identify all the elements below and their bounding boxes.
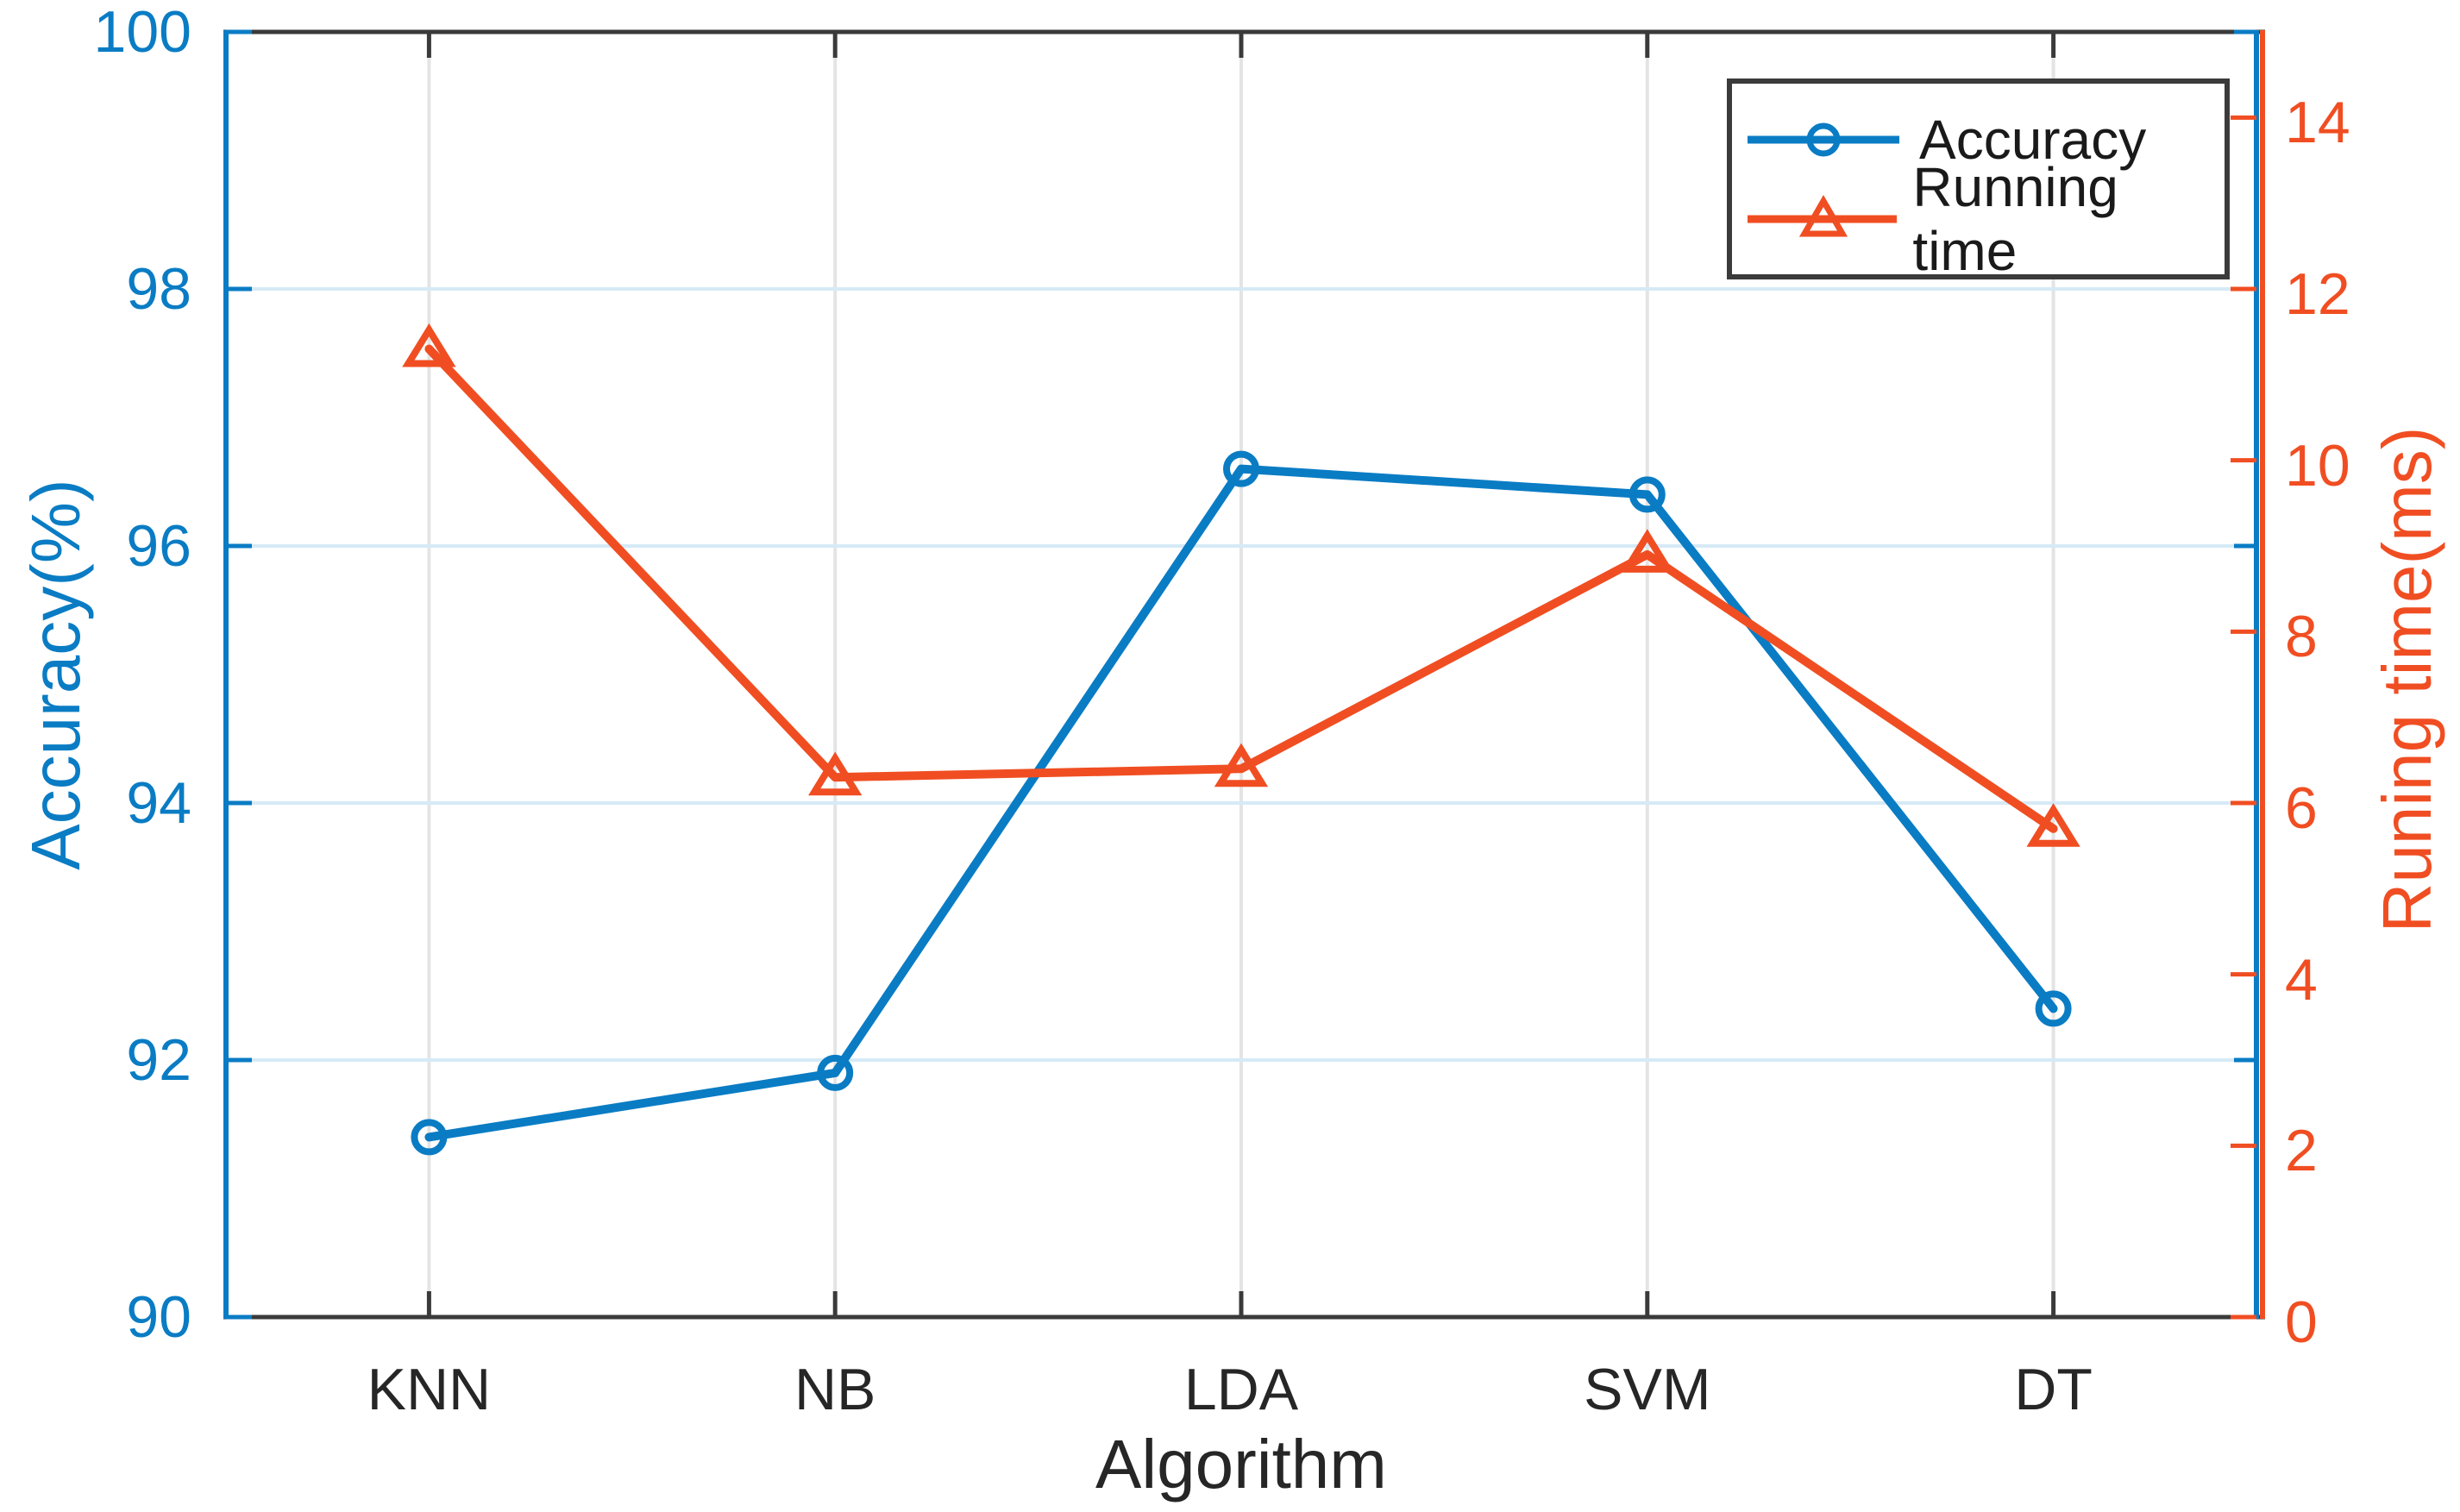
- accuracy-marker-KNN: [411, 1119, 448, 1156]
- legend-entry-accuracy: Accuracy: [1744, 105, 2225, 174]
- left-y-axis-label: Accuracy(%): [17, 479, 94, 870]
- x-axis-label: Algorithm: [1095, 1426, 1387, 1503]
- left-tick-label-94: 94: [126, 770, 191, 836]
- right-tick-label-6: 6: [2285, 775, 2318, 841]
- running-time-marker-SVM: [1620, 529, 1674, 573]
- accuracy-marker-DT: [2035, 990, 2072, 1027]
- legend-triangle-marker-icon: [1748, 194, 1898, 236]
- running-time-marker-KNN: [402, 323, 456, 367]
- left-tick-label-100: 100: [93, 0, 191, 65]
- running-time-line: [424, 344, 2058, 833]
- right-tick-label-0: 0: [2285, 1289, 2318, 1355]
- right-tick-label-2: 2: [2285, 1118, 2318, 1184]
- legend-circle-marker-icon: [1748, 122, 1899, 156]
- left-tick-label-98: 98: [126, 256, 191, 322]
- legend-label: Running time: [1912, 155, 2118, 282]
- running-time-marker-DT: [2026, 803, 2080, 847]
- running-time-marker-NB: [808, 751, 863, 796]
- left-tick-label-90: 90: [126, 1284, 191, 1350]
- left-tick-label-96: 96: [126, 513, 191, 579]
- x-tick-label-NB: NB: [794, 1357, 876, 1422]
- accuracy-line: [424, 464, 2058, 1142]
- right-y-axis-label: Runing time(ms): [2369, 426, 2445, 933]
- right-tick-label-4: 4: [2285, 946, 2318, 1013]
- accuracy-marker-SVM: [1628, 476, 1666, 513]
- x-tick-label-KNN: KNN: [367, 1357, 492, 1422]
- x-tick-label-DT: DT: [2014, 1357, 2093, 1422]
- legend-label: Accuracy: [1919, 108, 2147, 171]
- accuracy-marker-LDA: [1223, 450, 1259, 487]
- right-tick-label-8: 8: [2285, 604, 2318, 670]
- legend-entry-running-time: Running time: [1744, 156, 2225, 282]
- x-tick-label-SVM: SVM: [1584, 1357, 1711, 1422]
- right-tick-label-12: 12: [2285, 261, 2350, 327]
- left-tick-label-92: 92: [126, 1027, 191, 1093]
- accuracy-marker-NB: [817, 1054, 854, 1091]
- right-tick-label-14: 14: [2285, 90, 2350, 156]
- x-tick-label-LDA: LDA: [1183, 1357, 1299, 1422]
- right-tick-label-10: 10: [2285, 432, 2350, 499]
- legend-box: Accuracy Running time: [1727, 78, 2230, 282]
- running-time-marker-LDA: [1214, 743, 1269, 787]
